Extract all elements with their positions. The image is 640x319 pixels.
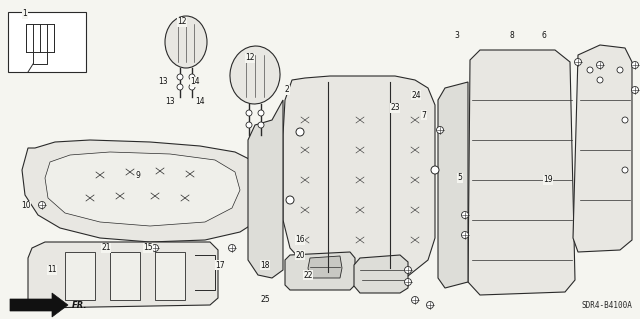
Text: 16: 16 bbox=[295, 235, 305, 244]
Polygon shape bbox=[22, 140, 272, 242]
Text: 13: 13 bbox=[165, 98, 175, 107]
Polygon shape bbox=[573, 45, 632, 252]
Bar bbox=[110, 252, 140, 300]
Circle shape bbox=[622, 117, 628, 123]
Circle shape bbox=[38, 202, 45, 209]
Circle shape bbox=[286, 196, 294, 204]
Polygon shape bbox=[285, 252, 355, 290]
Polygon shape bbox=[45, 152, 240, 226]
Circle shape bbox=[632, 86, 639, 93]
Bar bbox=[155, 252, 185, 300]
Text: 6: 6 bbox=[541, 31, 547, 40]
Text: 12: 12 bbox=[245, 54, 255, 63]
Circle shape bbox=[412, 296, 419, 303]
Text: 22: 22 bbox=[303, 271, 313, 279]
Circle shape bbox=[189, 84, 195, 90]
Polygon shape bbox=[10, 293, 68, 317]
Circle shape bbox=[426, 301, 433, 308]
Circle shape bbox=[404, 278, 412, 286]
Text: 12: 12 bbox=[177, 18, 187, 26]
Text: 17: 17 bbox=[215, 261, 225, 270]
Circle shape bbox=[461, 211, 468, 219]
Polygon shape bbox=[438, 82, 468, 288]
Text: 25: 25 bbox=[260, 295, 270, 305]
Circle shape bbox=[632, 62, 639, 69]
Text: 5: 5 bbox=[458, 174, 463, 182]
Polygon shape bbox=[354, 255, 408, 293]
Text: SDR4-B4100A: SDR4-B4100A bbox=[581, 301, 632, 310]
Circle shape bbox=[575, 58, 582, 65]
Text: 23: 23 bbox=[390, 103, 400, 113]
Circle shape bbox=[258, 122, 264, 128]
Circle shape bbox=[622, 167, 628, 173]
Circle shape bbox=[461, 232, 468, 239]
Ellipse shape bbox=[230, 46, 280, 104]
Text: 13: 13 bbox=[158, 78, 168, 86]
Circle shape bbox=[258, 110, 264, 116]
Circle shape bbox=[587, 67, 593, 73]
Text: 19: 19 bbox=[543, 175, 553, 184]
Bar bbox=[8, 12, 86, 72]
Text: 10: 10 bbox=[21, 202, 31, 211]
Text: 14: 14 bbox=[195, 98, 205, 107]
Polygon shape bbox=[468, 50, 575, 295]
Text: 18: 18 bbox=[260, 261, 269, 270]
Circle shape bbox=[177, 74, 183, 80]
Circle shape bbox=[152, 244, 159, 251]
Text: 24: 24 bbox=[411, 91, 421, 100]
Text: 7: 7 bbox=[422, 110, 426, 120]
Ellipse shape bbox=[165, 16, 207, 68]
Text: 9: 9 bbox=[136, 170, 140, 180]
Circle shape bbox=[246, 110, 252, 116]
Circle shape bbox=[296, 128, 304, 136]
Circle shape bbox=[596, 62, 604, 69]
Text: 11: 11 bbox=[47, 265, 57, 275]
Circle shape bbox=[617, 67, 623, 73]
Text: 15: 15 bbox=[143, 243, 153, 253]
Bar bbox=[65, 252, 95, 300]
Text: 2: 2 bbox=[285, 85, 289, 94]
Text: FR.: FR. bbox=[72, 300, 88, 309]
Text: 3: 3 bbox=[454, 31, 460, 40]
Polygon shape bbox=[308, 256, 342, 278]
Polygon shape bbox=[248, 100, 283, 278]
Circle shape bbox=[189, 74, 195, 80]
Circle shape bbox=[431, 166, 439, 174]
Text: 21: 21 bbox=[101, 243, 111, 253]
Text: 1: 1 bbox=[22, 10, 28, 19]
Circle shape bbox=[228, 244, 236, 251]
Text: 20: 20 bbox=[295, 250, 305, 259]
Circle shape bbox=[404, 266, 412, 273]
Circle shape bbox=[436, 127, 444, 133]
Text: 8: 8 bbox=[509, 31, 515, 40]
Polygon shape bbox=[283, 76, 435, 280]
Text: 14: 14 bbox=[190, 78, 200, 86]
Circle shape bbox=[246, 122, 252, 128]
Circle shape bbox=[597, 77, 603, 83]
Polygon shape bbox=[28, 242, 218, 308]
Circle shape bbox=[177, 84, 183, 90]
